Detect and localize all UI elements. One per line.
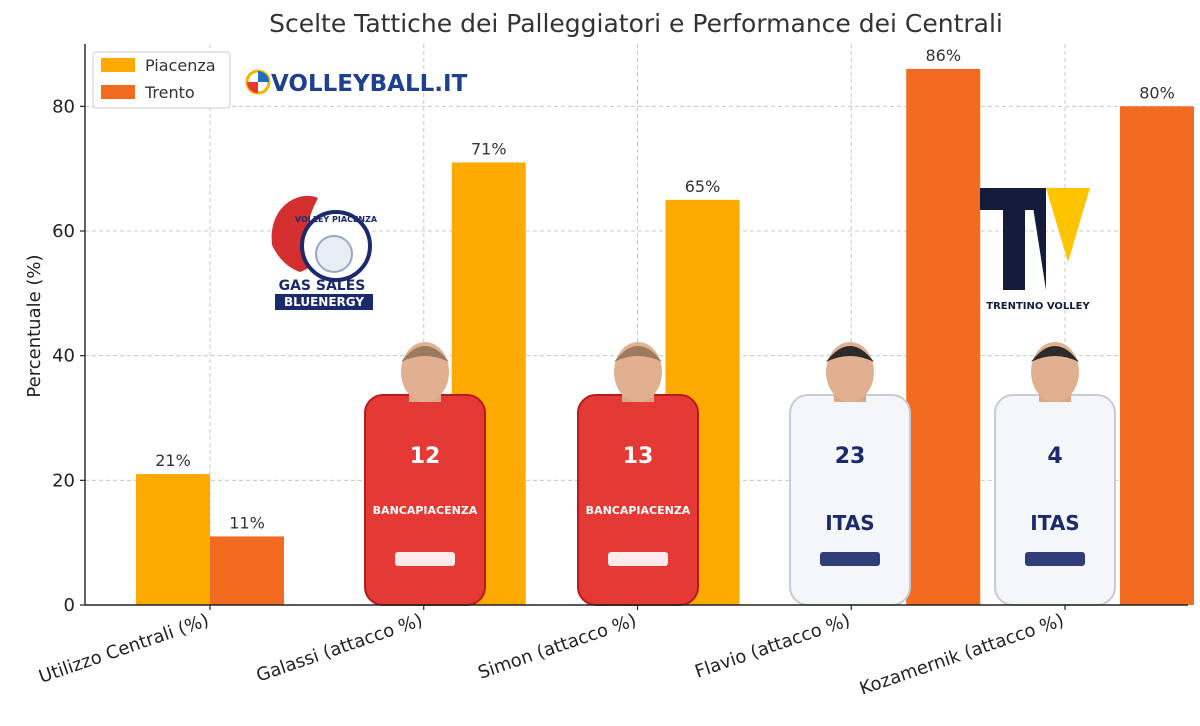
bar-trento-flavio-attacco xyxy=(906,68,981,605)
x-tick-label-flavio-attacco: Flavio (attacco %) xyxy=(692,610,853,683)
y-tick-label-20: 20 xyxy=(52,470,75,491)
y-tick-label-60: 60 xyxy=(52,221,75,242)
trentino-logo: TRENTINO VOLLEY xyxy=(980,188,1091,312)
player-sponsor-3: ITAS xyxy=(1030,511,1079,535)
x-tick-label-utilizzo-centrali: Utilizzo Centrali (%) xyxy=(36,610,211,688)
bar-trento-kozamernik-attacco xyxy=(1120,106,1194,605)
data-label-piacenza-utilizzo-centrali: 21% xyxy=(155,451,191,470)
piacenza-logo: VOLLEY PIACENZA GAS SALES BLUENERGY xyxy=(271,195,378,310)
volleyball-it-logo: VOLLEYBALL.IT xyxy=(245,69,468,97)
player-number-2: 23 xyxy=(835,444,866,469)
data-label-piacenza-galassi-attacco: 71% xyxy=(471,139,507,158)
data-label-trento-utilizzo-centrali: 11% xyxy=(229,513,265,532)
legend-label-trento: Trento xyxy=(144,83,195,102)
player-sponsor-2: ITAS xyxy=(825,511,874,535)
y-axis-ticks: 0 20 40 60 80 xyxy=(52,96,85,616)
legend-swatch-trento xyxy=(101,85,135,99)
player-sponsor-1: BANCAPIACENZA xyxy=(586,504,691,517)
player-photo-0: 12 BANCAPIACENZA xyxy=(364,342,486,606)
legend-label-piacenza: Piacenza xyxy=(145,56,216,75)
y-tick-label-40: 40 xyxy=(52,346,75,367)
player-photo-2: 23 ITAS xyxy=(789,342,911,606)
piacenza-logo-text-2: GAS SALES xyxy=(279,278,366,294)
volleyball-it-logo-text: VOLLEYBALL.IT xyxy=(271,71,468,97)
x-tick-label-simon-attacco: Simon (attacco %) xyxy=(475,610,639,684)
x-tick-label-kozamernik-attacco: Kozamernik (attacco %) xyxy=(857,610,1067,700)
bars xyxy=(136,68,1194,606)
piacenza-logo-text-1: VOLLEY PIACENZA xyxy=(295,215,378,224)
player-photo-1: 13 BANCAPIACENZA xyxy=(577,342,699,606)
x-tick-label-galassi-attacco: Galassi (attacco %) xyxy=(254,610,426,687)
x-axis-ticks: Utilizzo Centrali (%) Galassi (attacco %)… xyxy=(36,605,1067,700)
data-label-trento-kozamernik-attacco: 80% xyxy=(1139,83,1175,102)
data-labels: 21% 11% 71% 65% 86% 80% xyxy=(155,46,1175,533)
player-sponsor-0: BANCAPIACENZA xyxy=(373,504,478,517)
legend-swatch-piacenza xyxy=(101,58,135,72)
data-label-piacenza-simon-attacco: 65% xyxy=(685,177,721,196)
y-tick-label-80: 80 xyxy=(52,96,75,117)
player-photo-3: 4 ITAS xyxy=(994,342,1116,606)
piacenza-logo-text-3: BLUENERGY xyxy=(284,295,364,309)
player-number-0: 12 xyxy=(410,444,441,469)
y-axis-label: Percentuale (%) xyxy=(24,254,45,397)
trentino-logo-text: TRENTINO VOLLEY xyxy=(986,301,1090,312)
legend: Piacenza Trento xyxy=(92,51,231,109)
y-tick-label-0: 0 xyxy=(64,595,75,616)
bar-trento-utilizzo-centrali xyxy=(210,536,284,605)
player-photos: 12 BANCAPIACENZA 13 BANCAPIACENZA 23 ITAS 4 ITA… xyxy=(364,342,1116,606)
bar-piacenza-utilizzo-centrali xyxy=(136,474,210,605)
chart-title: Scelte Tattiche dei Palleggiatori e Perf… xyxy=(269,9,1003,38)
data-label-trento-flavio-attacco: 86% xyxy=(925,46,961,65)
player-number-3: 4 xyxy=(1047,444,1062,469)
player-number-1: 13 xyxy=(623,444,654,469)
